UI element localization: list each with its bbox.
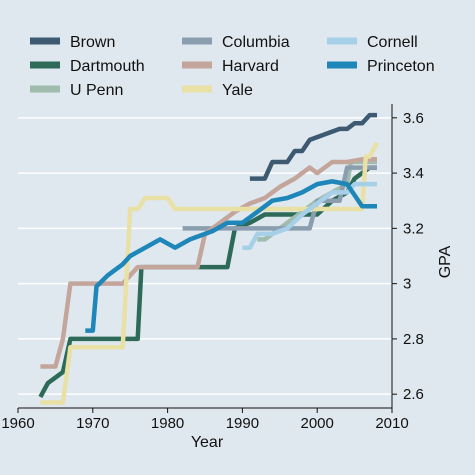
series-line-harvard	[40, 157, 377, 369]
legend: Brown Dartmouth U Penn Columbia Harvard Yale C…	[30, 34, 435, 99]
legend-item-cornell: Cornell	[327, 34, 418, 51]
x-tick-label: 1980	[151, 415, 184, 432]
x-axis: 1960 1970 1980 1990 2000 2010	[1, 407, 409, 432]
y-tick-label: 2.6	[403, 386, 424, 403]
x-tick-label: 1990	[226, 415, 259, 432]
legend-item-columbia: Columbia	[182, 34, 290, 51]
legend-item-harvard: Harvard	[182, 58, 279, 75]
y-tick-label: 3.4	[403, 165, 424, 182]
x-tick-label: 2000	[301, 415, 334, 432]
legend-label: Brown	[70, 34, 115, 51]
series-lines	[38, 112, 379, 405]
legend-label: Columbia	[222, 34, 290, 51]
y-tick-label: 3.2	[403, 220, 424, 237]
legend-item-dartmouth: Dartmouth	[30, 58, 145, 75]
legend-label: Yale	[222, 82, 253, 99]
y-tick-label: 3.6	[403, 110, 424, 127]
legend-label: Dartmouth	[70, 58, 145, 75]
legend-item-u-penn: U Penn	[30, 82, 123, 99]
series-line-brown	[249, 112, 377, 181]
y-tick-label: 3	[403, 276, 411, 293]
x-tick-label: 2010	[375, 415, 408, 432]
legend-label: Harvard	[222, 58, 279, 75]
x-tick-label: 1970	[76, 415, 109, 432]
legend-item-princeton: Princeton	[327, 58, 435, 75]
series-line-dartmouth	[38, 165, 377, 398]
x-axis-title: Year	[191, 434, 224, 451]
y-axis: 2.6 2.8 3 3.2 3.4 3.6	[391, 104, 424, 408]
legend-item-yale: Yale	[182, 82, 253, 99]
x-tick-label: 1960	[1, 415, 34, 432]
series-line-princeton	[85, 179, 377, 333]
series-line-yale	[40, 141, 379, 405]
legend-label: Cornell	[367, 34, 418, 51]
legend-item-brown: Brown	[30, 34, 115, 51]
legend-label: Princeton	[367, 58, 435, 75]
legend-label: U Penn	[70, 82, 123, 99]
grid-lines	[18, 117, 392, 395]
y-axis-title: GPA	[437, 245, 454, 278]
y-tick-label: 2.8	[403, 331, 424, 348]
